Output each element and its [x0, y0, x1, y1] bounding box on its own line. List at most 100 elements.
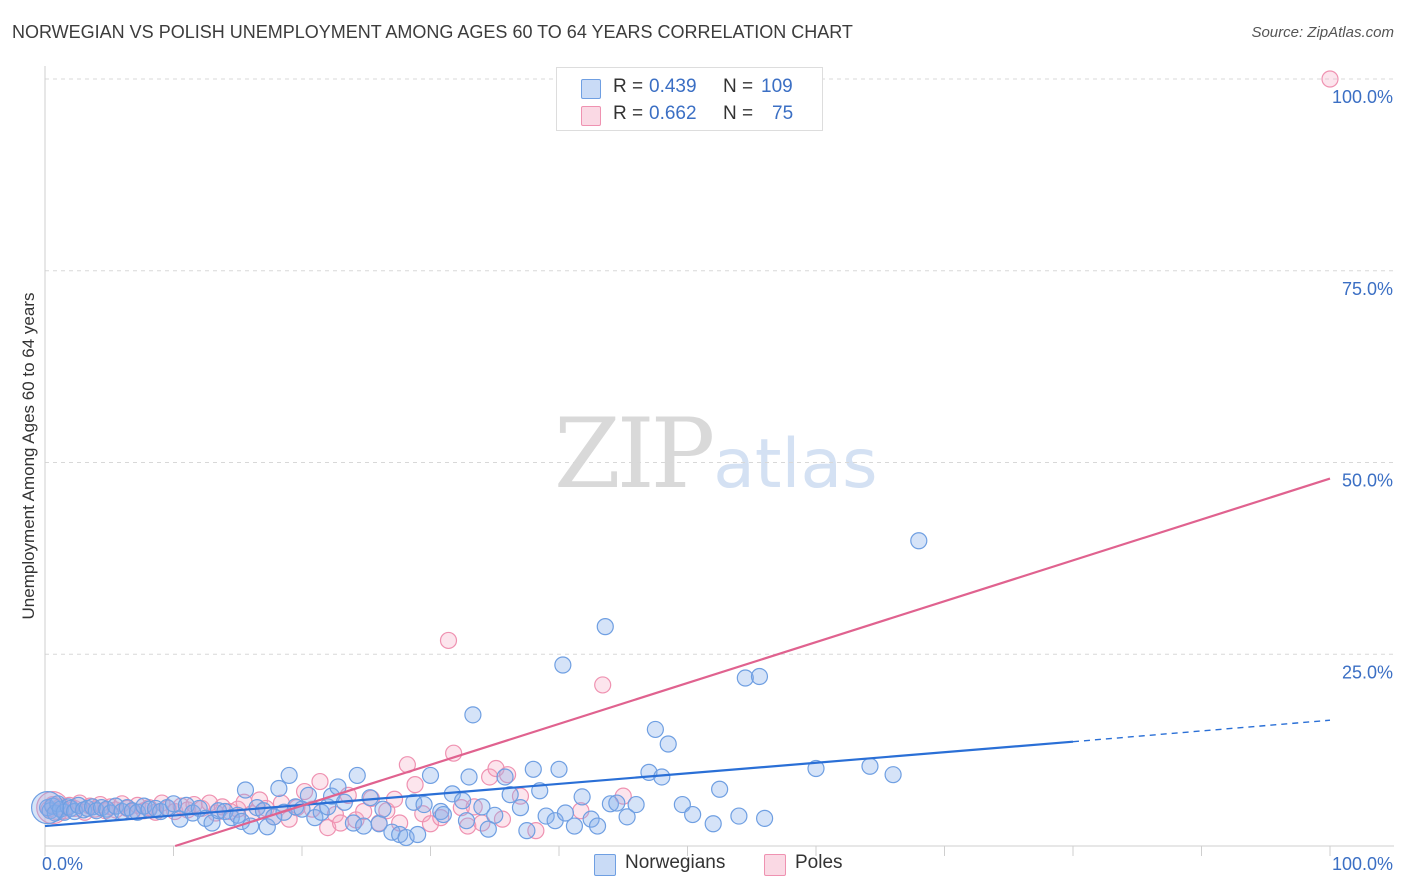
- norwegian-point: [711, 780, 729, 798]
- pole-point: [385, 790, 404, 808]
- pole-point: [493, 810, 512, 828]
- legend-r-label: R =: [613, 76, 644, 97]
- bottom-legend-label: Norwegians: [625, 852, 726, 873]
- bottom-legend-swatch-blue: [594, 854, 616, 876]
- norwegian-point: [374, 800, 392, 818]
- pole-point: [499, 766, 517, 784]
- norwegian-point: [910, 532, 928, 550]
- norwegian-point: [270, 779, 288, 798]
- norwegian-point: [659, 735, 677, 753]
- pole-point: [614, 787, 632, 805]
- norwegian-point: [361, 789, 379, 807]
- norwegian-point: [596, 618, 614, 636]
- norwegian-point: [164, 795, 183, 813]
- legend-swatch-blue: [581, 79, 601, 99]
- pole-point: [311, 772, 329, 791]
- norwegian-point: [556, 804, 575, 822]
- norwegian-point: [524, 760, 542, 778]
- legend-n-value: 109: [761, 76, 793, 97]
- bottom-legend-label: Poles: [795, 852, 843, 873]
- norwegian-point: [236, 781, 255, 799]
- legend-n-label: N =: [723, 76, 754, 97]
- pole-point: [355, 802, 373, 821]
- pole-point: [452, 799, 470, 817]
- source-credit: Source: ZipAtlas.com: [1251, 24, 1394, 41]
- norwegian-point: [704, 815, 722, 833]
- norwegian-trend-extension: [1072, 719, 1331, 743]
- norwegian-point: [454, 792, 472, 810]
- points-layer: [30, 70, 1339, 847]
- norwegian-point: [684, 805, 702, 824]
- norwegian-point: [434, 805, 452, 824]
- pole-point: [594, 676, 612, 694]
- axis-layer: [44, 66, 1394, 856]
- y-tick-label: 75.0%: [1342, 279, 1393, 299]
- norwegian-point: [554, 656, 572, 674]
- norwegian-point: [496, 768, 514, 786]
- label-layer: 25.0% 50.0% 75.0% 100.0% 0.0% 100.0% Unemploym…: [19, 87, 1393, 874]
- legend-r-label: R =: [613, 103, 644, 124]
- pole-point: [319, 818, 337, 837]
- norwegian-point: [421, 766, 440, 785]
- norwegian-point: [118, 799, 136, 817]
- pole-trend-line: [174, 477, 1331, 848]
- norwegian-point: [457, 812, 476, 830]
- norwegian-point: [348, 766, 366, 785]
- x-tick-label: 100.0%: [1332, 854, 1393, 874]
- pole-point: [421, 815, 440, 833]
- norwegian-point: [646, 720, 664, 739]
- trend-layer: [44, 477, 1331, 848]
- norwegian-point: [486, 806, 504, 824]
- y-tick-label: 50.0%: [1342, 471, 1393, 491]
- norwegian-point: [588, 817, 607, 835]
- norwegian-point: [409, 825, 427, 844]
- norwegian-point: [242, 817, 260, 835]
- norwegian-point: [627, 795, 645, 814]
- norwegian-point: [511, 799, 530, 817]
- norwegian-point: [464, 706, 482, 724]
- grid-layer: [45, 78, 1394, 655]
- norwegian-point: [807, 759, 825, 778]
- norwegian-point: [473, 798, 491, 816]
- norwegian-point: [755, 809, 774, 827]
- norwegian-point: [479, 820, 497, 838]
- norwegian-point: [355, 817, 373, 835]
- norwegian-point: [582, 810, 600, 828]
- norwegian-point: [415, 795, 433, 814]
- pole-point: [406, 776, 424, 794]
- y-axis-label: Unemployment Among Ages 60 to 64 years: [19, 293, 38, 620]
- norwegian-point: [730, 807, 748, 825]
- correlation-legend: R = 0.439 N = 109 R = 0.662 N = 75: [556, 67, 823, 131]
- legend-swatch-pink: [581, 106, 601, 126]
- norwegian-point: [608, 794, 626, 812]
- norwegian-point: [258, 818, 276, 836]
- norwegian-point: [537, 807, 555, 825]
- y-tick-label: 25.0%: [1342, 662, 1393, 682]
- norwegian-point: [750, 667, 769, 686]
- norwegian-point: [460, 768, 478, 786]
- legend-r-value: 0.439: [649, 76, 697, 97]
- legend-n-value: 75: [772, 103, 794, 124]
- norwegian-point: [618, 808, 636, 826]
- x-tick-label: 0.0%: [42, 854, 83, 874]
- legend-r-value: 0.662: [649, 103, 697, 124]
- y-tick-label: 100.0%: [1332, 87, 1393, 107]
- norwegian-point-large: [30, 791, 65, 825]
- norwegian-point: [432, 802, 450, 821]
- norwegian-point: [673, 795, 691, 814]
- norwegian-point: [550, 760, 568, 778]
- norwegian-point: [861, 757, 879, 775]
- legend-n-label: N =: [723, 103, 754, 124]
- norwegian-point: [69, 796, 88, 814]
- chart-title: NORWEGIAN VS POLISH UNEMPLOYMENT AMONG A…: [12, 22, 853, 42]
- norwegian-point: [405, 793, 423, 811]
- norwegian-point: [518, 822, 536, 840]
- pole-point: [1321, 70, 1339, 88]
- pole-point: [527, 822, 545, 840]
- bottom-legend-swatch-pink: [764, 854, 786, 876]
- norwegian-point: [565, 817, 584, 835]
- norwegian-trend-line: [44, 740, 1074, 828]
- norwegian-point: [501, 786, 519, 804]
